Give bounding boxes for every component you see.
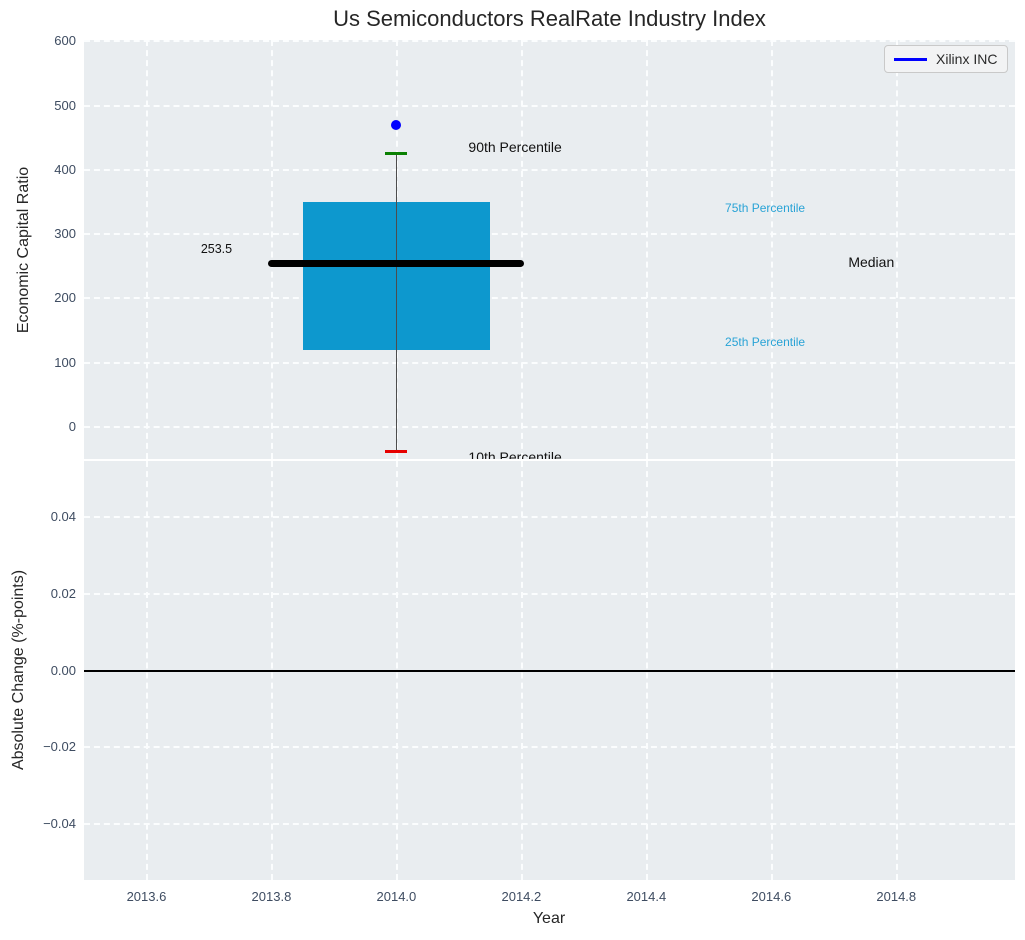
top-ytick-300: 300 xyxy=(54,226,76,242)
xtick-2014.6: 2014.6 xyxy=(751,889,792,904)
p90-cap xyxy=(385,152,408,156)
gridline-y-600 xyxy=(84,40,1015,43)
top-plot-area: 253.5 90th Percentile 75th Percentile Media… xyxy=(84,40,1015,459)
bottom-plot-area xyxy=(84,461,1015,880)
bottom-ytick-0.02: 0.02 xyxy=(50,585,76,601)
top-ytick-400: 400 xyxy=(54,161,76,177)
gridline-y-300 xyxy=(84,233,1015,236)
gridline-y-500 xyxy=(84,104,1015,107)
gridline-y-400 xyxy=(84,168,1015,171)
xtick-2013.8: 2013.8 xyxy=(251,889,292,904)
x-axis-label: Year xyxy=(532,910,566,927)
gridline-x-2014.4 xyxy=(646,40,649,459)
top-ytick-0: 0 xyxy=(68,418,76,434)
legend-label: Xilinx INC xyxy=(936,51,998,67)
top-ytick-600: 600 xyxy=(54,33,76,49)
top-ytick-200: 200 xyxy=(54,290,76,306)
gridline-y-100 xyxy=(84,361,1015,364)
xtick-2013.6: 2013.6 xyxy=(126,889,167,904)
xtick-2014.0: 2014.0 xyxy=(376,889,417,904)
gridline-y-200 xyxy=(84,297,1015,300)
xtick-2014.2: 2014.2 xyxy=(501,889,542,904)
gridline-y--0.02 xyxy=(84,746,1015,749)
gridline-x-2013.6 xyxy=(146,40,149,459)
gridline-x-2013.8 xyxy=(271,40,274,459)
annotation-75th-percentile: 75th Percentile xyxy=(725,200,806,215)
annotation-253.5: 253.5 xyxy=(200,241,233,256)
bottom-ytick-0.00: 0.00 xyxy=(50,662,76,678)
legend: Xilinx INC xyxy=(884,45,1008,73)
legend-line-swatch xyxy=(894,57,927,61)
median-line xyxy=(268,260,525,268)
gridline-y-0 xyxy=(84,425,1015,428)
xtick-2014.4: 2014.4 xyxy=(626,889,667,904)
gridline-x-2014.2 xyxy=(521,40,524,459)
annotation-90th-percentile: 90th Percentile xyxy=(468,138,562,155)
annotation-25th-percentile: 25th Percentile xyxy=(725,335,806,350)
top-ytick-100: 100 xyxy=(54,354,76,370)
gridline-x-2014.6 xyxy=(771,40,774,459)
xilinx-point xyxy=(391,119,402,130)
gridline-y-0.04 xyxy=(84,515,1015,518)
gridline-x-2014.8 xyxy=(896,40,899,459)
xtick-2014.8: 2014.8 xyxy=(876,889,917,904)
p10-cap xyxy=(385,449,408,454)
bottom-ytick--0.04: −0.04 xyxy=(43,816,76,832)
chart-title: Us Semiconductors RealRate Industry Inde… xyxy=(333,6,766,31)
gridline-y-0.02 xyxy=(84,592,1015,595)
bottom-ytick-0.04: 0.04 xyxy=(50,508,76,524)
zero-line xyxy=(84,669,1015,672)
annotation-median: Median xyxy=(848,253,895,270)
gridline-y--0.04 xyxy=(84,823,1015,826)
top-y-axis-label: Economic Capital Ratio xyxy=(15,166,32,334)
top-ytick-500: 500 xyxy=(54,97,76,113)
annotation-10th-percentile: 10th Percentile xyxy=(468,449,562,459)
whisker-line xyxy=(395,153,398,452)
bottom-ytick--0.02: −0.02 xyxy=(43,739,76,755)
